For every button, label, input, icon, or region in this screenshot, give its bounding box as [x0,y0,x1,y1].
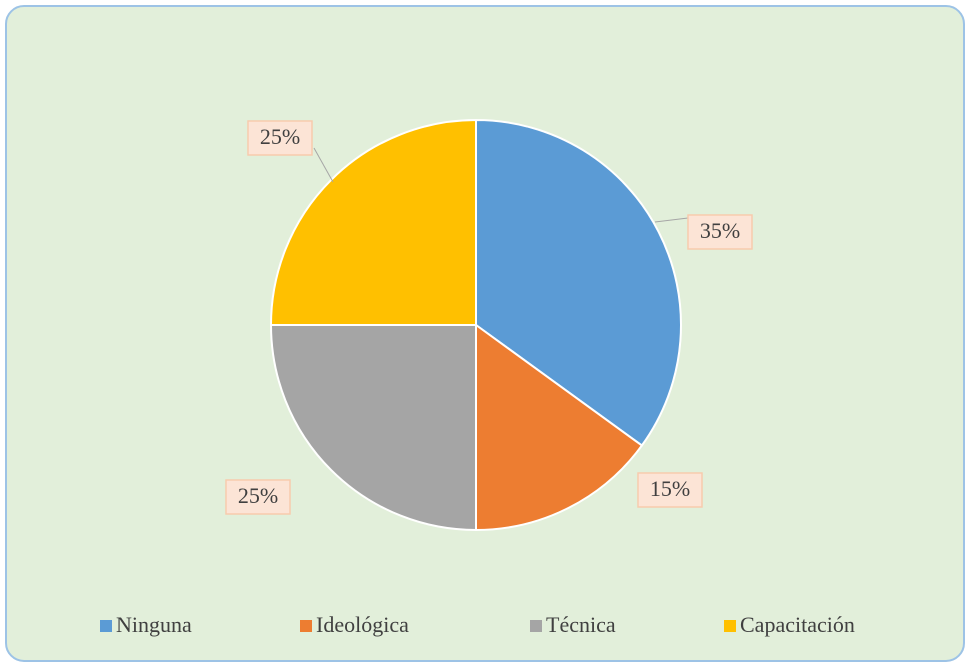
pie-slice [475,323,644,532]
legend-label: Capacitación [740,612,855,637]
leader-line [313,147,334,183]
data-label: 15% [650,476,690,501]
data-label: 25% [238,483,278,508]
legend-swatch [724,620,736,632]
legend-label: Técnica [546,612,616,637]
pie-slice [269,324,477,532]
data-label: 25% [260,124,300,149]
leader-line [654,217,689,223]
legend-swatch [100,620,112,632]
data-label-box [247,120,313,156]
data-label-box [225,479,291,515]
data-label: 35% [700,218,740,243]
pie-slice [475,118,682,447]
legend-swatch [300,620,312,632]
pie-slice [269,118,477,326]
legend-label: Ninguna [116,612,192,637]
legend-swatch [530,620,542,632]
data-label-box [637,472,703,508]
data-label-box [687,214,753,250]
legend-label: Ideológica [316,612,409,637]
